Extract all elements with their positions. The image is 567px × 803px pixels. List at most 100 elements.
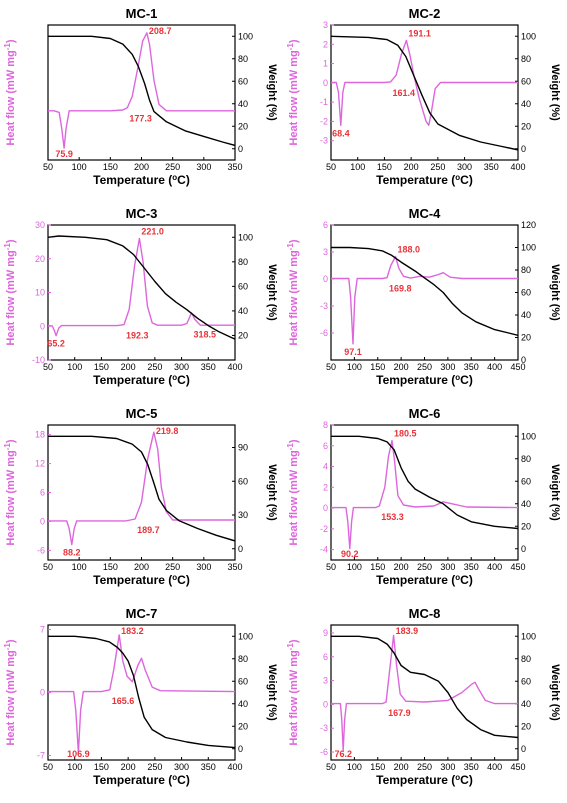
x-tick-label: 100 xyxy=(72,162,87,172)
x-tick-label: 350 xyxy=(484,162,499,172)
heat-flow-line xyxy=(48,634,235,754)
y2-tick-label: 60 xyxy=(521,288,531,298)
y-tick-label: 20 xyxy=(35,254,45,264)
chart-panel-5: MC-5 50 100 150 200 250 300 350 -6 0 6 12 18 0 30 60 90 T… xyxy=(0,400,283,600)
x-axis-label: Temperature (oC) xyxy=(93,373,190,387)
x-tick-label: 300 xyxy=(440,562,455,572)
x-tick-label: 250 xyxy=(417,362,432,372)
x-tick-label: 100 xyxy=(67,362,82,372)
x-tick-label: 50 xyxy=(43,162,53,172)
y2-tick-label: 30 xyxy=(238,510,248,520)
x-axis-label: Temperature (oC) xyxy=(93,773,190,787)
peak-annotation: 90.2 xyxy=(341,549,359,559)
x-tick-label: 100 xyxy=(347,762,362,772)
y2-tick-label: 100 xyxy=(521,243,536,253)
y-axis-label: Heat flow (mW mg-1) xyxy=(3,239,17,345)
y2-tick-label: 40 xyxy=(521,699,531,709)
x-tick-label: 50 xyxy=(43,362,53,372)
x-tick-label: 350 xyxy=(201,362,216,372)
x-tick-label: 200 xyxy=(121,762,136,772)
x-tick-label: 450 xyxy=(510,362,525,372)
chart-svg: MC-5 50 100 150 200 250 300 350 -6 0 6 12 18 0 30 60 90 T… xyxy=(3,406,278,587)
y-tick-label: 9 xyxy=(323,628,328,638)
x-tick-label: 200 xyxy=(394,362,409,372)
peak-annotation: 188.0 xyxy=(398,245,421,255)
x-tick-label: 50 xyxy=(43,562,53,572)
y2-tick-label: 100 xyxy=(521,631,536,641)
y2-tick-label: 0 xyxy=(521,744,526,754)
x-tick-label: 100 xyxy=(350,162,365,172)
x-tick-label: 250 xyxy=(430,162,445,172)
weight-line xyxy=(48,235,235,340)
x-tick-label: 400 xyxy=(487,362,502,372)
chart-svg: MC-450 100 150 200 250 300 350 400 450-6-3036020… xyxy=(286,206,561,387)
peak-annotation: 189.7 xyxy=(137,525,160,535)
y-tick-label: 6 xyxy=(323,441,328,451)
plot-frame xyxy=(330,424,519,561)
y2-tick-label: 40 xyxy=(521,499,531,509)
chart-title: MC-7 xyxy=(126,606,158,621)
y-tick-label: 30 xyxy=(35,220,45,230)
x-tick-label: 250 xyxy=(147,762,162,772)
y2-tick-label: 80 xyxy=(521,265,531,275)
weight-line xyxy=(331,635,518,739)
chart-svg: MC-2 50 100 150 200 250 300 350 400 -3 -2 -1 0 1 2 3 0 20… xyxy=(286,6,561,187)
y-tick-label: 0 xyxy=(323,78,328,88)
peak-annotation: 161.4 xyxy=(393,88,416,98)
y2-axis-label: Weight (%) xyxy=(549,464,561,521)
y2-tick-label: 100 xyxy=(238,631,253,641)
weight-line xyxy=(331,435,518,530)
x-tick-label: 350 xyxy=(227,562,242,572)
y2-tick-label: 20 xyxy=(238,330,248,340)
chart-title: MC-1 xyxy=(126,6,158,21)
x-tick-label: 150 xyxy=(94,762,109,772)
y-tick-label: -6 xyxy=(320,747,328,757)
peak-annotation: 318.5 xyxy=(193,330,216,340)
y2-axis-label: Weight (%) xyxy=(266,64,278,121)
plot-frame xyxy=(47,624,236,761)
y2-axis-label: Weight (%) xyxy=(549,64,561,121)
x-tick-label: 200 xyxy=(394,762,409,772)
peak-annotation: 169.8 xyxy=(389,284,412,294)
heat-flow-line xyxy=(48,32,235,149)
x-tick-label: 250 xyxy=(417,562,432,572)
peak-annotation: 221.0 xyxy=(141,227,164,237)
peak-annotation: 65.2 xyxy=(47,339,65,349)
x-tick-label: 150 xyxy=(370,362,385,372)
y2-tick-label: 40 xyxy=(238,306,248,316)
x-axis-label: Temperature (oC) xyxy=(93,173,190,187)
x-tick-label: 250 xyxy=(165,562,180,572)
x-tick-label: 150 xyxy=(94,362,109,372)
y-tick-label: 0 xyxy=(40,516,45,526)
y2-tick-label: 20 xyxy=(521,521,531,531)
weight-line xyxy=(48,435,235,542)
y2-tick-label: 20 xyxy=(521,121,531,131)
chart-title: MC-5 xyxy=(126,406,158,421)
y2-tick-label: 100 xyxy=(238,232,253,242)
weight-line xyxy=(48,635,235,749)
y-tick-label: 0 xyxy=(40,321,45,331)
heat-flow-line xyxy=(331,39,518,126)
y-axis-label: Heat flow (mW mg-1) xyxy=(286,239,300,345)
y-tick-label: 2 xyxy=(323,482,328,492)
x-tick-label: 350 xyxy=(464,562,479,572)
x-tick-label: 400 xyxy=(227,362,242,372)
x-tick-label: 300 xyxy=(196,162,211,172)
x-axis-label: Temperature (oC) xyxy=(376,773,473,787)
y2-tick-label: 0 xyxy=(521,544,526,554)
y-tick-label: 18 xyxy=(35,430,45,440)
peak-annotation: 180.5 xyxy=(394,429,417,439)
chart-panel-8: MC-8 50 100 150 200 250 300 350 400 450 -6 -3 0 3 6 9 0 2… xyxy=(283,600,566,800)
peak-annotation: 76.2 xyxy=(334,749,352,759)
y-axis-label: Heat flow (mW mg-1) xyxy=(286,439,300,545)
peak-annotation: 191.1 xyxy=(408,28,431,38)
x-tick-label: 100 xyxy=(347,362,362,372)
chart-svg: MC-3 50 100 150 200 250 300 350 400 -10 0 10 20 30 20 4… xyxy=(3,206,278,387)
y-tick-label: -1 xyxy=(320,97,328,107)
y2-tick-label: 100 xyxy=(238,31,253,41)
y-tick-label: 6 xyxy=(323,652,328,662)
y2-tick-label: 0 xyxy=(238,544,243,554)
y2-tick-label: 80 xyxy=(238,257,248,267)
x-tick-label: 300 xyxy=(196,562,211,572)
y2-tick-label: 60 xyxy=(238,476,248,486)
